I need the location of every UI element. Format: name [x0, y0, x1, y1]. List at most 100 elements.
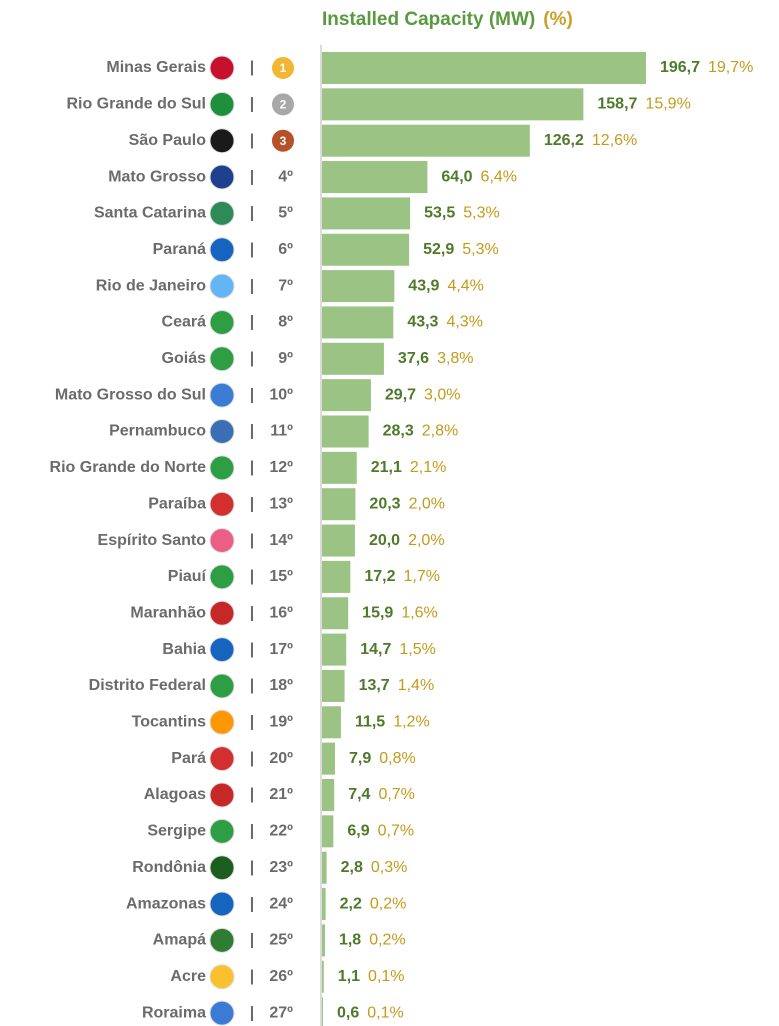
- state-name: Minas Gerais: [106, 59, 206, 76]
- bar: [322, 742, 336, 775]
- rank: 10º: [269, 386, 293, 403]
- bar: [322, 451, 357, 484]
- flag: [209, 855, 235, 881]
- share-label: 19,7%: [708, 59, 753, 76]
- share-label: 1,7%: [403, 568, 439, 585]
- share-label: 2,0%: [409, 495, 445, 512]
- rank: 15º: [269, 568, 293, 585]
- value-label: 13,7: [359, 677, 390, 694]
- share-label: 0,7%: [378, 786, 414, 803]
- value-label: 2,2: [340, 895, 362, 912]
- flag: [209, 673, 235, 699]
- rank: 16º: [269, 604, 293, 621]
- separator: |: [250, 968, 254, 985]
- flag: [209, 382, 235, 408]
- bar: [322, 342, 384, 375]
- rank: 3: [280, 134, 287, 148]
- flag: [209, 927, 235, 953]
- value-label: 7,9: [349, 750, 371, 767]
- flag: [209, 1000, 235, 1026]
- state-name: Mato Grosso do Sul: [55, 386, 206, 403]
- state-name: Rio de Janeiro: [96, 277, 206, 294]
- bar: [322, 415, 369, 448]
- separator: |: [250, 641, 254, 658]
- rank: 5º: [278, 205, 293, 222]
- share-label: 1,5%: [399, 641, 435, 658]
- rank: 25º: [269, 932, 293, 949]
- separator: |: [250, 277, 254, 294]
- value-label: 14,7: [360, 641, 391, 658]
- bar: [322, 960, 324, 993]
- separator: |: [250, 568, 254, 585]
- rank: 17º: [269, 641, 293, 658]
- state-name: Pernambuco: [109, 423, 206, 440]
- bar: [322, 779, 335, 811]
- rank: 2: [280, 98, 287, 112]
- state-name: Alagoas: [144, 786, 206, 803]
- share-label: 3,8%: [437, 350, 473, 367]
- bar: [322, 124, 530, 157]
- flag: [209, 600, 235, 626]
- rank: 6º: [278, 241, 293, 258]
- separator: |: [250, 459, 254, 476]
- value-label: 28,3: [383, 423, 414, 440]
- separator: |: [250, 132, 254, 149]
- rank: 7º: [278, 277, 293, 294]
- rank: 18º: [269, 677, 293, 694]
- bar: [322, 815, 334, 848]
- bar: [322, 669, 345, 702]
- bar: [322, 161, 428, 194]
- value-label: 20,0: [369, 532, 400, 549]
- state-name: Sergipe: [147, 823, 206, 840]
- share-label: 0,1%: [368, 968, 404, 985]
- value-label: 196,7: [660, 59, 700, 76]
- separator: |: [250, 677, 254, 694]
- state-name: Paraíba: [148, 495, 206, 512]
- bar: [322, 488, 356, 521]
- share-label: 0,8%: [379, 750, 415, 767]
- share-label: 0,7%: [378, 823, 414, 840]
- state-name: Piauí: [168, 568, 207, 585]
- separator: |: [250, 314, 254, 331]
- rank: 27º: [269, 1004, 293, 1021]
- bar: [322, 706, 341, 739]
- rank: 12º: [269, 459, 293, 476]
- flag: [209, 91, 235, 117]
- value-label: 7,4: [348, 786, 370, 803]
- rank: 9º: [278, 350, 293, 367]
- value-label: 37,6: [398, 350, 429, 367]
- rank: 4º: [278, 168, 293, 185]
- value-label: 20,3: [369, 495, 400, 512]
- bar: [322, 379, 371, 412]
- share-label: 0,2%: [369, 932, 405, 949]
- flag: [209, 782, 235, 808]
- separator: |: [250, 386, 254, 403]
- value-label: 15,9: [362, 604, 393, 621]
- bar: [322, 888, 326, 921]
- separator: |: [250, 350, 254, 367]
- rank: 14º: [269, 532, 293, 549]
- bar: [322, 633, 347, 666]
- flag: [209, 237, 235, 263]
- value-label: 53,5: [424, 205, 455, 222]
- share-label: 6,4%: [481, 168, 517, 185]
- flag: [209, 709, 235, 735]
- state-name: Tocantins: [132, 714, 206, 731]
- state-name: Espírito Santo: [98, 532, 207, 549]
- state-name: Mato Grosso: [108, 168, 206, 185]
- rank: 13º: [269, 495, 293, 512]
- value-label: 6,9: [347, 823, 369, 840]
- value-label: 2,8: [341, 859, 363, 876]
- separator: |: [250, 786, 254, 803]
- state-name: Goiás: [162, 350, 207, 367]
- flag: [209, 346, 235, 372]
- state-name: Santa Catarina: [94, 205, 206, 222]
- share-label: 1,2%: [393, 714, 429, 731]
- share-label: 4,4%: [447, 277, 483, 294]
- state-name: Ceará: [162, 314, 207, 331]
- flag: [209, 637, 235, 663]
- value-label: 29,7: [385, 386, 416, 403]
- separator: |: [250, 1004, 254, 1021]
- state-name: Roraima: [142, 1004, 206, 1021]
